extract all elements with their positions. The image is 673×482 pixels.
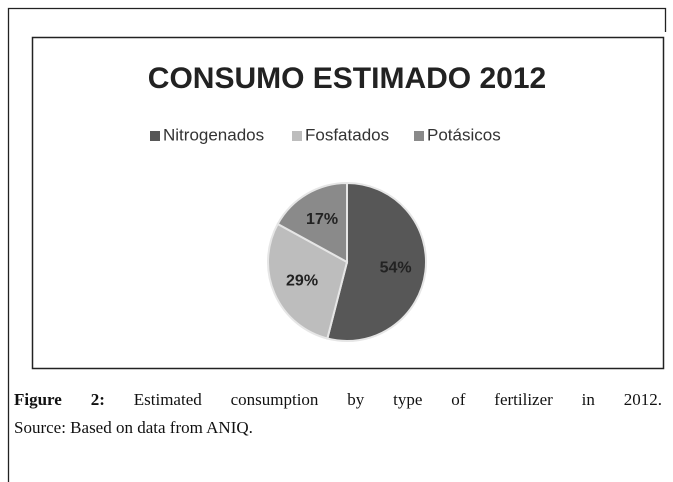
legend-swatch: [292, 131, 302, 141]
legend-swatch: [414, 131, 424, 141]
caption-line: Figure 2: Estimated consumption by type …: [14, 386, 662, 414]
pie-slice: [276, 181, 348, 264]
caption-label: Figure 2:: [14, 390, 105, 409]
data-label: 54%: [380, 259, 412, 276]
legend-label: Fosfatados: [305, 125, 389, 144]
caption-source: Source: Based on data from ANIQ.: [14, 418, 253, 437]
legend-label: Potásicos: [427, 125, 501, 144]
pie-slice: [267, 222, 349, 340]
legend-label: Nitrogenados: [163, 125, 264, 144]
legend-swatch: [150, 131, 160, 141]
pie-slice: [326, 181, 427, 342]
chart-title: CONSUMO ESTIMADO 2012: [148, 62, 546, 95]
frame-border: [7, 7, 667, 482]
caption: Figure 2: Estimated consumption by type …: [14, 386, 662, 442]
data-label: 17%: [306, 211, 338, 228]
data-label: 29%: [286, 273, 318, 290]
caption-text: Estimated consumption by type of fertili…: [133, 390, 663, 409]
